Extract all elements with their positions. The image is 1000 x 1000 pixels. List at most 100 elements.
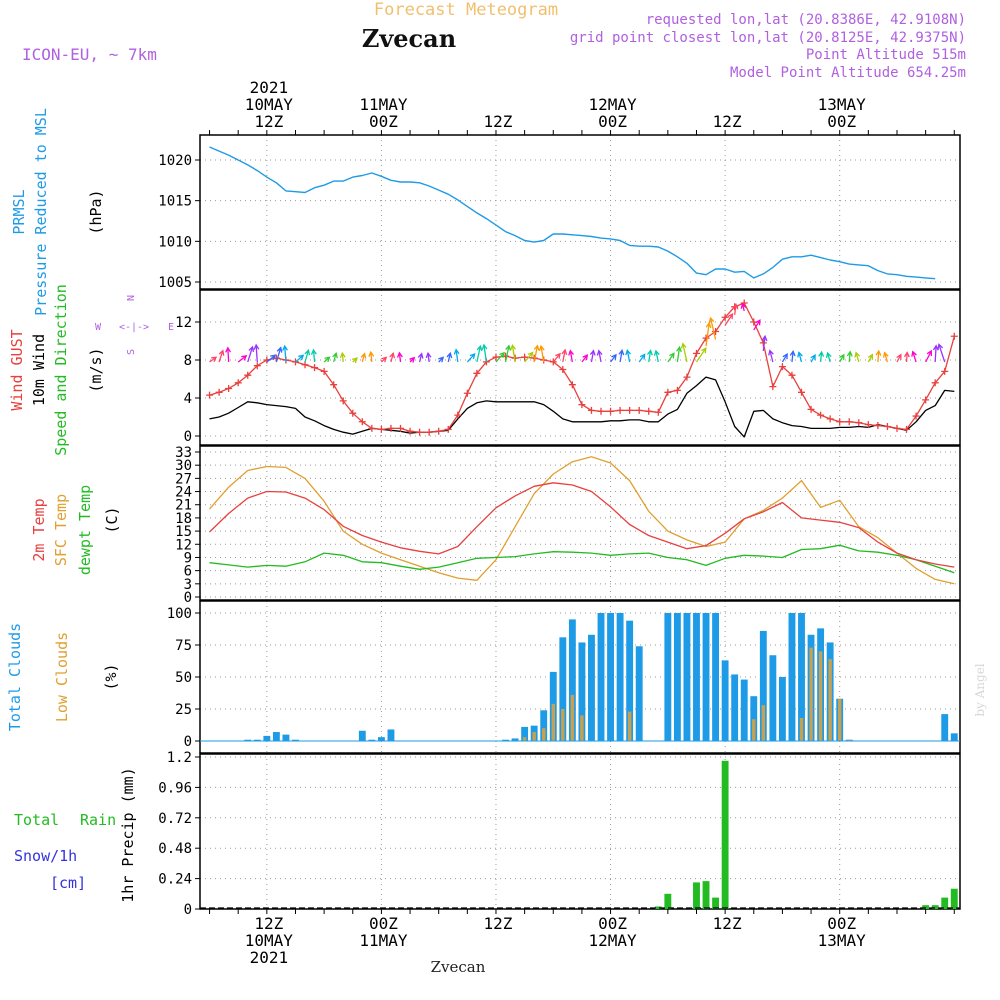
total-cloud-bar: [941, 714, 949, 741]
wind-arrow: [304, 350, 310, 363]
gust-marker: [664, 388, 672, 396]
gust-marker: [788, 371, 796, 379]
wind-arrow-head: [241, 354, 248, 361]
precip-label-total: Total: [14, 811, 59, 829]
wind-arrow: [883, 352, 889, 363]
gust-marker: [377, 425, 385, 433]
total-cloud-bar: [568, 619, 576, 741]
location-title: Zvecan: [362, 24, 456, 53]
wind-arrow-head: [789, 349, 796, 357]
y-tick-label: 1010: [158, 234, 192, 250]
gust-marker: [616, 406, 624, 414]
wind-arrow-head: [810, 353, 816, 361]
total-cloud-bar: [377, 737, 385, 741]
time-label-bottom: 00Z: [369, 914, 398, 933]
precip-label-rain: Rain: [80, 811, 116, 829]
time-label-top: 12MAY: [588, 95, 637, 114]
time-label-bottom: 00Z: [598, 914, 627, 933]
wind-arrow: [398, 352, 402, 363]
precip-bars: [200, 760, 960, 909]
wind-arrow-head: [304, 349, 311, 356]
wind-arrow-head: [589, 349, 596, 356]
total-cloud-bar: [950, 733, 958, 741]
wind-arrow: [524, 352, 534, 363]
gust-marker: [253, 362, 261, 370]
total-cloud-bar: [272, 732, 280, 741]
wind-arrow-head: [782, 353, 788, 360]
wind-arrow-head: [646, 349, 653, 356]
low-cloud-bar: [761, 705, 766, 741]
wind-arrow: [925, 350, 932, 363]
wind-arrow-head: [438, 356, 445, 363]
wind-arrow: [839, 354, 845, 363]
wind-arrow-head: [368, 350, 375, 357]
total-cloud-bar: [750, 696, 758, 741]
gust-marker: [568, 381, 576, 389]
total-cloud-bar: [798, 613, 805, 741]
wind-arrow: [619, 350, 623, 363]
low-cloud-bar: [561, 709, 565, 741]
gust-marker: [225, 385, 233, 392]
model-altitude: Model Point Altitude 654.25m: [730, 65, 966, 81]
gust-marker: [817, 411, 825, 419]
wind-arrow: [753, 319, 761, 331]
wind-arrow: [709, 317, 717, 340]
grid-coords: grid point closest lon,lat (20.8125E, 42…: [570, 30, 966, 46]
wind-label-10m: 10m Wind: [30, 334, 48, 406]
wind-arrow-head: [218, 349, 225, 356]
wind-arrow-head: [903, 351, 910, 358]
wind-arrow: [734, 304, 737, 315]
gust-marker: [587, 406, 595, 414]
wind-arrow-head: [324, 356, 331, 363]
low-cloud-bar: [627, 711, 632, 741]
wind-arrow-head: [453, 348, 460, 355]
pressure-panel: 1005 1010 1015 1020: [158, 134, 961, 291]
wind-arrow-head: [248, 345, 255, 352]
wind-arrow: [247, 346, 254, 363]
wind-arrow-head: [727, 312, 734, 320]
y-tick-label: 50: [175, 670, 192, 686]
gust-marker: [301, 361, 309, 369]
y-tick-label: 33: [175, 445, 192, 461]
pressure-label-prmsl: PRMSL: [10, 189, 28, 234]
wind-arrow-head: [409, 356, 416, 363]
y-tick-label: 30: [175, 458, 192, 474]
y-tick-label: 100: [167, 606, 192, 622]
gust-marker: [950, 332, 958, 340]
total-cloud-bar: [597, 613, 605, 741]
y-tick-label: 8: [184, 353, 192, 369]
rain-bar: [664, 893, 672, 909]
wind-arrow: [791, 351, 794, 363]
wind-arrow-head: [282, 344, 288, 351]
total-cloud-bar: [635, 646, 643, 741]
low-cloud-bar: [522, 737, 527, 741]
temp-label-2m: 2m Temp: [30, 498, 48, 561]
wind-arrow-head: [499, 351, 505, 358]
y-tick-label: 0: [184, 590, 192, 606]
wind-arrow-head: [896, 353, 902, 360]
wind-arrow-head: [568, 349, 574, 356]
total-cloud-bar: [693, 613, 700, 741]
low-cloud-bar: [580, 715, 584, 741]
gust-marker: [864, 421, 872, 429]
panels: 1005101010151020048120369121518212427303…: [6, 78, 961, 967]
y-tick-label: 24: [175, 485, 192, 501]
requested-coords: requested lon,lat (20.8386E, 42.9108N): [646, 12, 966, 28]
compass-east: E: [168, 322, 174, 333]
wind-arrow: [495, 352, 505, 363]
total-cloud-bar: [253, 739, 261, 741]
time-label-bottom: 12Z: [254, 914, 283, 933]
total-cloud-bar: [358, 730, 366, 741]
temp-label-sfc: SFC Temp: [52, 494, 70, 566]
total-cloud-bar: [721, 660, 729, 741]
rain-bar: [922, 905, 930, 909]
wind-arrow-head: [396, 351, 403, 358]
gust-marker: [454, 411, 462, 419]
time-label-top: 00Z: [598, 112, 627, 131]
gust-marker: [635, 406, 643, 414]
wind-arrow: [237, 355, 247, 363]
wind-arrow: [682, 343, 688, 363]
time-label-top: 10MAY: [245, 95, 294, 114]
wind-arrow: [361, 353, 366, 363]
wind-arrow-head: [339, 351, 346, 358]
